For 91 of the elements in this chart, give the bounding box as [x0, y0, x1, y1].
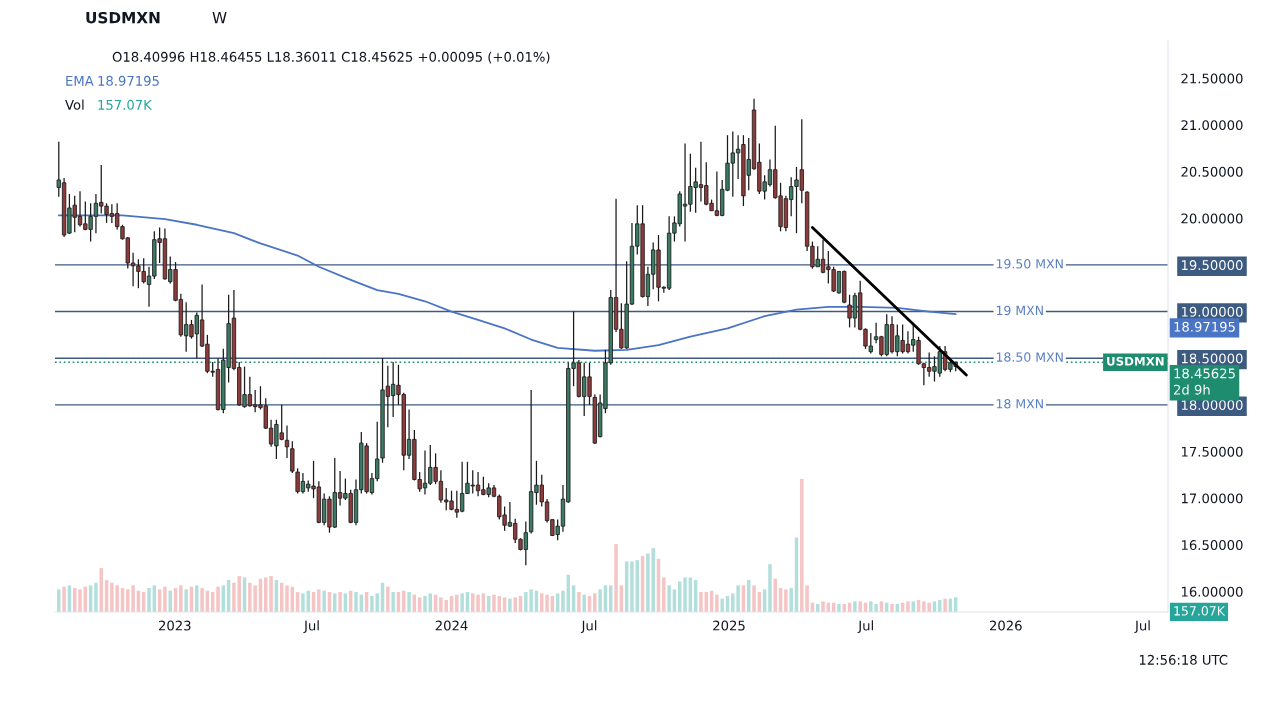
ref-line-label: 18 MXN [996, 399, 1043, 409]
bar [683, 577, 687, 612]
ref-line-label: USDMXN [1107, 356, 1164, 366]
bar [354, 592, 358, 612]
bar [561, 590, 565, 612]
x-tick-label: Jul [1134, 620, 1150, 633]
bar [784, 589, 788, 612]
bar [78, 589, 82, 612]
bar [858, 601, 862, 612]
x-tick-label: 2026 [989, 620, 1022, 631]
bar [391, 592, 395, 612]
y-tick-label: 20.50000 [1181, 166, 1243, 177]
bar [333, 593, 337, 612]
y-tick-label: 18.00000 [1181, 400, 1243, 411]
bar [752, 585, 756, 612]
bar [317, 589, 321, 612]
bar [62, 586, 66, 612]
bar [593, 593, 597, 612]
bar [577, 592, 581, 612]
bar [492, 594, 496, 612]
x-tick-label: Jul [857, 620, 873, 633]
bar [94, 582, 98, 612]
bar [906, 601, 910, 612]
text: 18.97195 [1174, 321, 1235, 332]
ref-line-label: 18.50 MXN [996, 352, 1063, 362]
text: 18.45625 [1174, 368, 1235, 379]
x-tick-label: 2025 [713, 620, 745, 631]
bar [386, 586, 390, 612]
y-tick-label: 18.50000 [1181, 353, 1243, 364]
y-tick-label: 21.00000 [1181, 120, 1243, 131]
text: 2d 9h [1173, 384, 1210, 395]
bar [789, 588, 793, 612]
y-tick-label: 17.50000 [1181, 446, 1243, 457]
bar [598, 589, 602, 612]
bar [460, 593, 464, 612]
ref-line-label: 19.50 MXN [996, 259, 1063, 269]
y-tick-label: 16.50000 [1181, 540, 1243, 551]
bar [630, 561, 634, 612]
bar [513, 597, 517, 612]
bar [163, 586, 167, 612]
bar [285, 585, 289, 612]
bar [200, 588, 204, 612]
bar [184, 589, 188, 612]
bar [402, 590, 406, 612]
bar [455, 594, 459, 612]
text: 12:56:18 UTC [1139, 654, 1228, 665]
text: 157.07K [98, 99, 153, 110]
y-tick-label: 21.50000 [1181, 73, 1243, 84]
bar [768, 564, 772, 612]
text: 157.07K [1174, 606, 1226, 616]
x-tick-label: Jul [580, 620, 597, 633]
text: EMA [66, 76, 94, 86]
line-series [57, 214, 957, 352]
y-tick-label: 19.50000 [1181, 260, 1243, 271]
chart-title: USDMXN [86, 11, 160, 24]
bar [938, 600, 942, 612]
bar [890, 604, 894, 612]
bar [57, 589, 61, 612]
x-tick-label: 2024 [435, 620, 468, 631]
bar [614, 544, 618, 612]
bar [667, 585, 671, 612]
text: Vol [65, 99, 84, 110]
bar [216, 586, 220, 612]
bar [147, 588, 151, 612]
bar [662, 577, 666, 612]
bar [423, 596, 427, 612]
y-tick-label: 16.00000 [1181, 586, 1243, 597]
candlestick [284, 424, 290, 459]
annotation: O18.40996 H18.46455 L18.36011 C18.45625 +0.00095 (+0.01%) [112, 51, 550, 64]
x-tick-label: 2023 [158, 620, 191, 631]
bar [837, 604, 841, 612]
bar [179, 585, 183, 612]
bar [168, 590, 172, 612]
bar [338, 592, 342, 612]
x-tick-label: Jul [303, 620, 319, 633]
bar [943, 598, 947, 612]
y-tick-label: 17.00000 [1181, 493, 1243, 504]
bar [508, 598, 512, 612]
bar [853, 601, 857, 612]
bar [821, 601, 825, 612]
y-tick-label: 19.00000 [1181, 306, 1243, 317]
bar [195, 585, 199, 612]
bar [582, 594, 586, 612]
bar [407, 592, 411, 612]
bar [720, 598, 724, 612]
annotation: 18.97195 [98, 75, 159, 86]
bar [322, 590, 326, 612]
y-tick-label: 20.00000 [1181, 213, 1243, 224]
ref-line-label: 19 MXN [996, 305, 1043, 316]
chart-subtitle: W [212, 12, 227, 24]
bar [715, 594, 719, 612]
